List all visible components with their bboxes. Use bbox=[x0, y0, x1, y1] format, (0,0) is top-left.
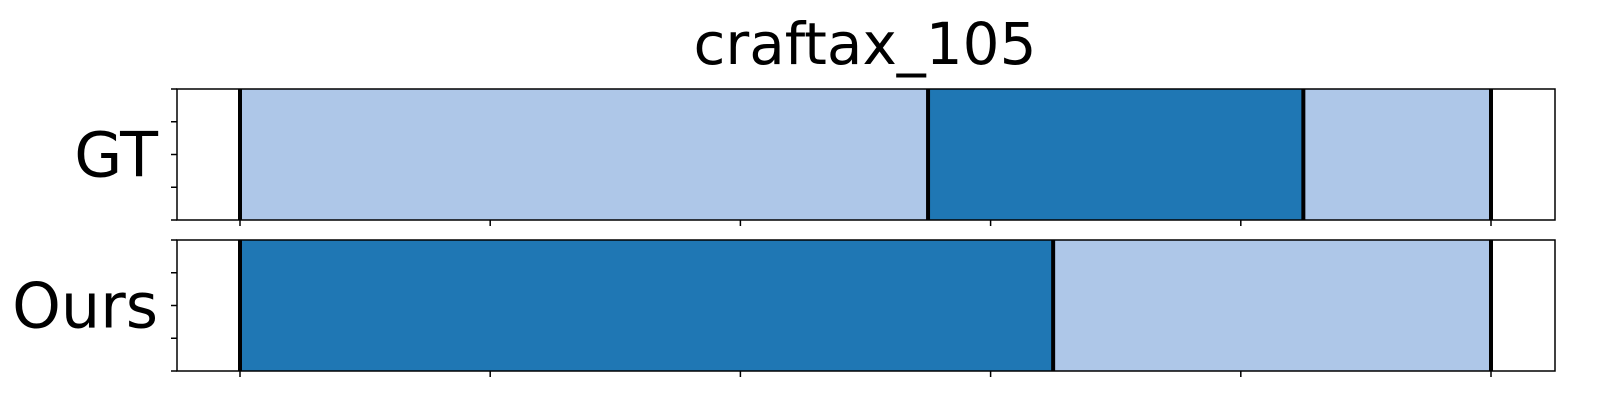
row-label-ours: Ours bbox=[12, 270, 158, 343]
segment-gt-2 bbox=[1303, 89, 1491, 220]
segment-gt-0 bbox=[240, 89, 929, 220]
row-label-gt: GT bbox=[74, 119, 159, 192]
segment-ours-1 bbox=[1053, 240, 1491, 371]
row-ours: Ours bbox=[12, 239, 1556, 377]
segment-ours-0 bbox=[240, 240, 1054, 371]
row-gt: GT bbox=[74, 88, 1556, 226]
chart-title: craftax_105 bbox=[694, 10, 1037, 78]
chart-rows: GT Ours bbox=[12, 88, 1556, 377]
segment-gt-1 bbox=[928, 89, 1304, 220]
